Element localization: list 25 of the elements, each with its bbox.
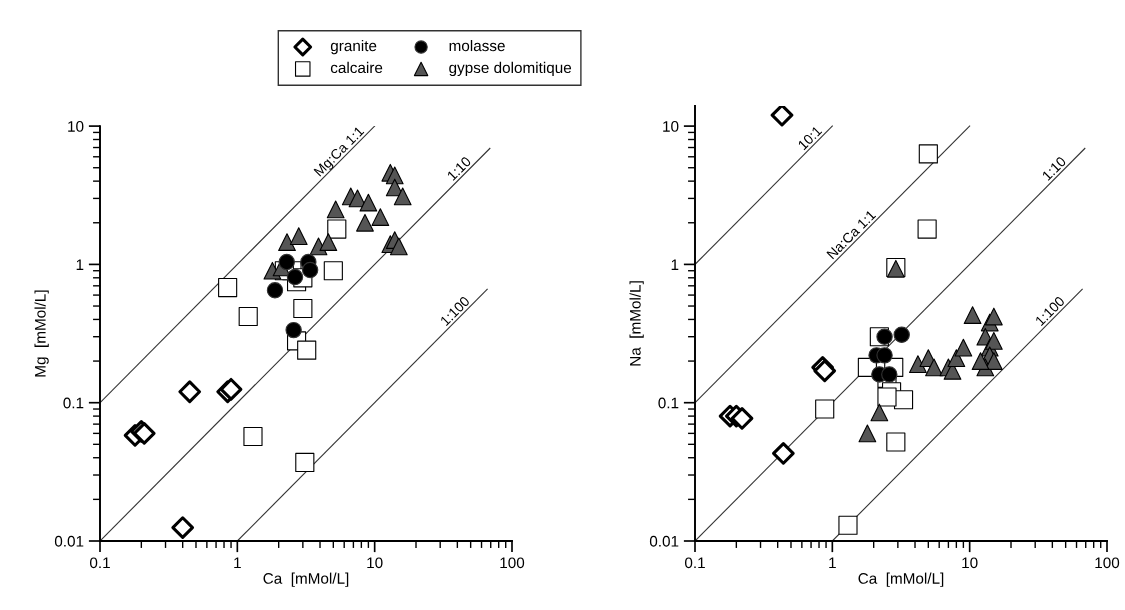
x-tick-label: 10 <box>962 557 978 569</box>
y-tick-label: 0.01 <box>649 535 679 547</box>
x-tick-label: 1 <box>234 557 241 569</box>
x-tick-label: 10 <box>367 557 383 569</box>
y-tick-label: 0.1 <box>658 397 679 409</box>
legend-label: calcaire <box>330 61 383 74</box>
x-tick-label: 0.1 <box>89 557 110 569</box>
y-tick-label: 0.01 <box>54 535 84 547</box>
x-tick-label: 1 <box>829 557 836 569</box>
y-tick-label: 10 <box>68 120 84 132</box>
annotation: 10:1 <box>797 125 823 151</box>
x-axis-title: Ca [mMol/L] <box>263 572 349 587</box>
y-axis-title: Na [mMol/L] <box>629 281 644 366</box>
y-tick-label: 1 <box>671 259 679 270</box>
y-tick-label: 0.1 <box>63 397 84 409</box>
legend-label: granite <box>330 39 377 55</box>
y-tick-label: 10 <box>663 120 679 132</box>
x-tick-label: 0.1 <box>684 557 705 569</box>
legend-label: molasse <box>449 39 505 52</box>
y-axis-title: Mg [mMol/L] <box>34 290 49 377</box>
x-axis-title: Ca [mMol/L] <box>858 572 944 587</box>
legend-label: gypse dolomitique <box>449 61 572 77</box>
y-tick-label: 1 <box>76 259 84 270</box>
x-tick-label: 100 <box>1095 557 1120 569</box>
x-tick-label: 100 <box>500 557 525 569</box>
